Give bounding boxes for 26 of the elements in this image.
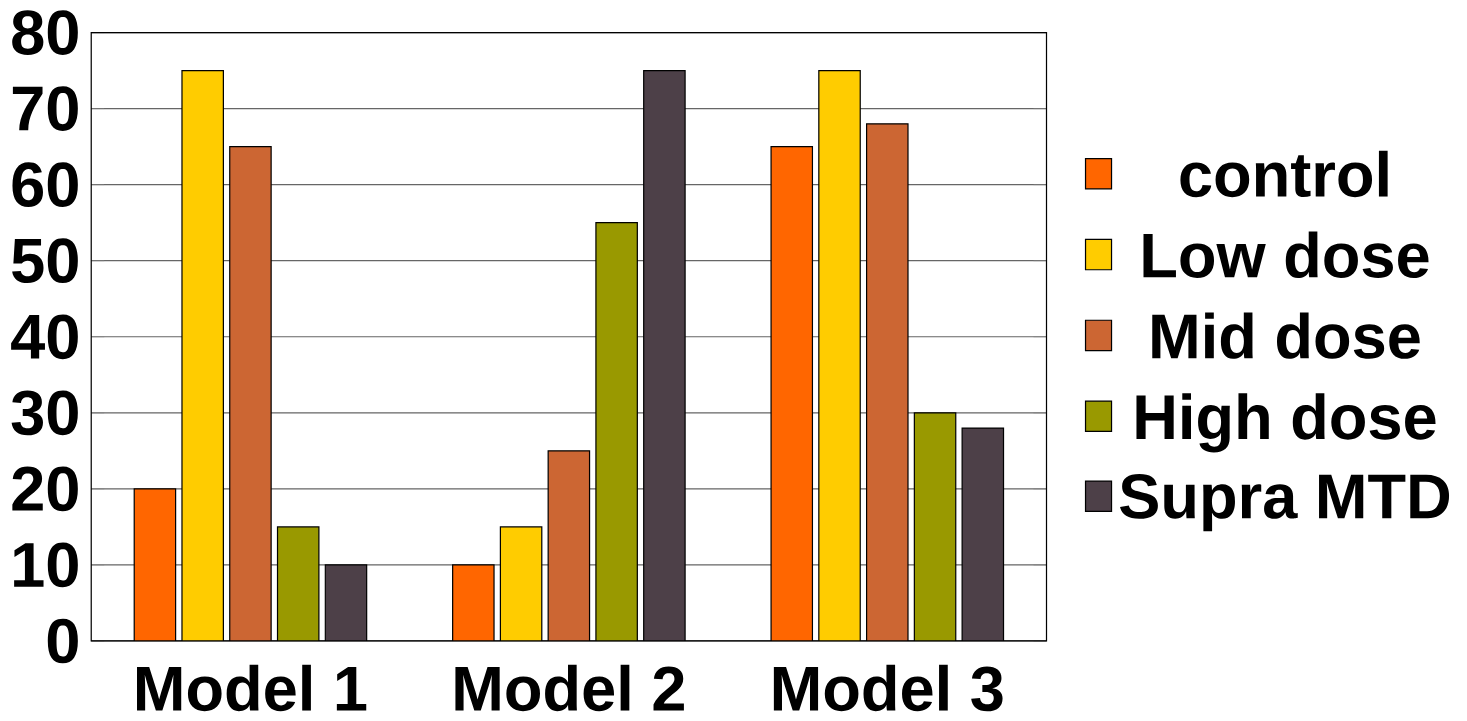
bar [865, 122, 909, 641]
x-tick-label: Model 2 [455, 664, 684, 711]
y-tick-label: 60 [12, 162, 78, 207]
y-tick-label: 70 [12, 86, 78, 131]
bar [643, 69, 686, 641]
x-tick-label: Model 3 [773, 664, 1003, 712]
legend-label: Low dose [1143, 231, 1429, 278]
y-tick-label: 10 [14, 542, 78, 588]
y-tick-label: 80 [12, 9, 78, 55]
bar [229, 145, 272, 641]
legend-label: control [1180, 150, 1388, 197]
bar [547, 450, 591, 641]
y-tick-label: 50 [12, 238, 78, 283]
legend-label: High dose [1136, 393, 1436, 453]
x-tick-label: Model 1 [137, 664, 367, 711]
bar [181, 69, 224, 641]
y-tick-label: 20 [12, 466, 78, 512]
y-tick-label: 30 [11, 390, 78, 436]
bar [961, 427, 1005, 641]
y-tick-label: 0 [47, 618, 78, 664]
y-tick-label: 40 [11, 314, 78, 359]
legend-label: Mid dose [1152, 312, 1420, 359]
legend-label: Supra MTD [1120, 473, 1450, 532]
bar [818, 69, 861, 641]
bar [499, 526, 543, 641]
bar [324, 564, 368, 641]
